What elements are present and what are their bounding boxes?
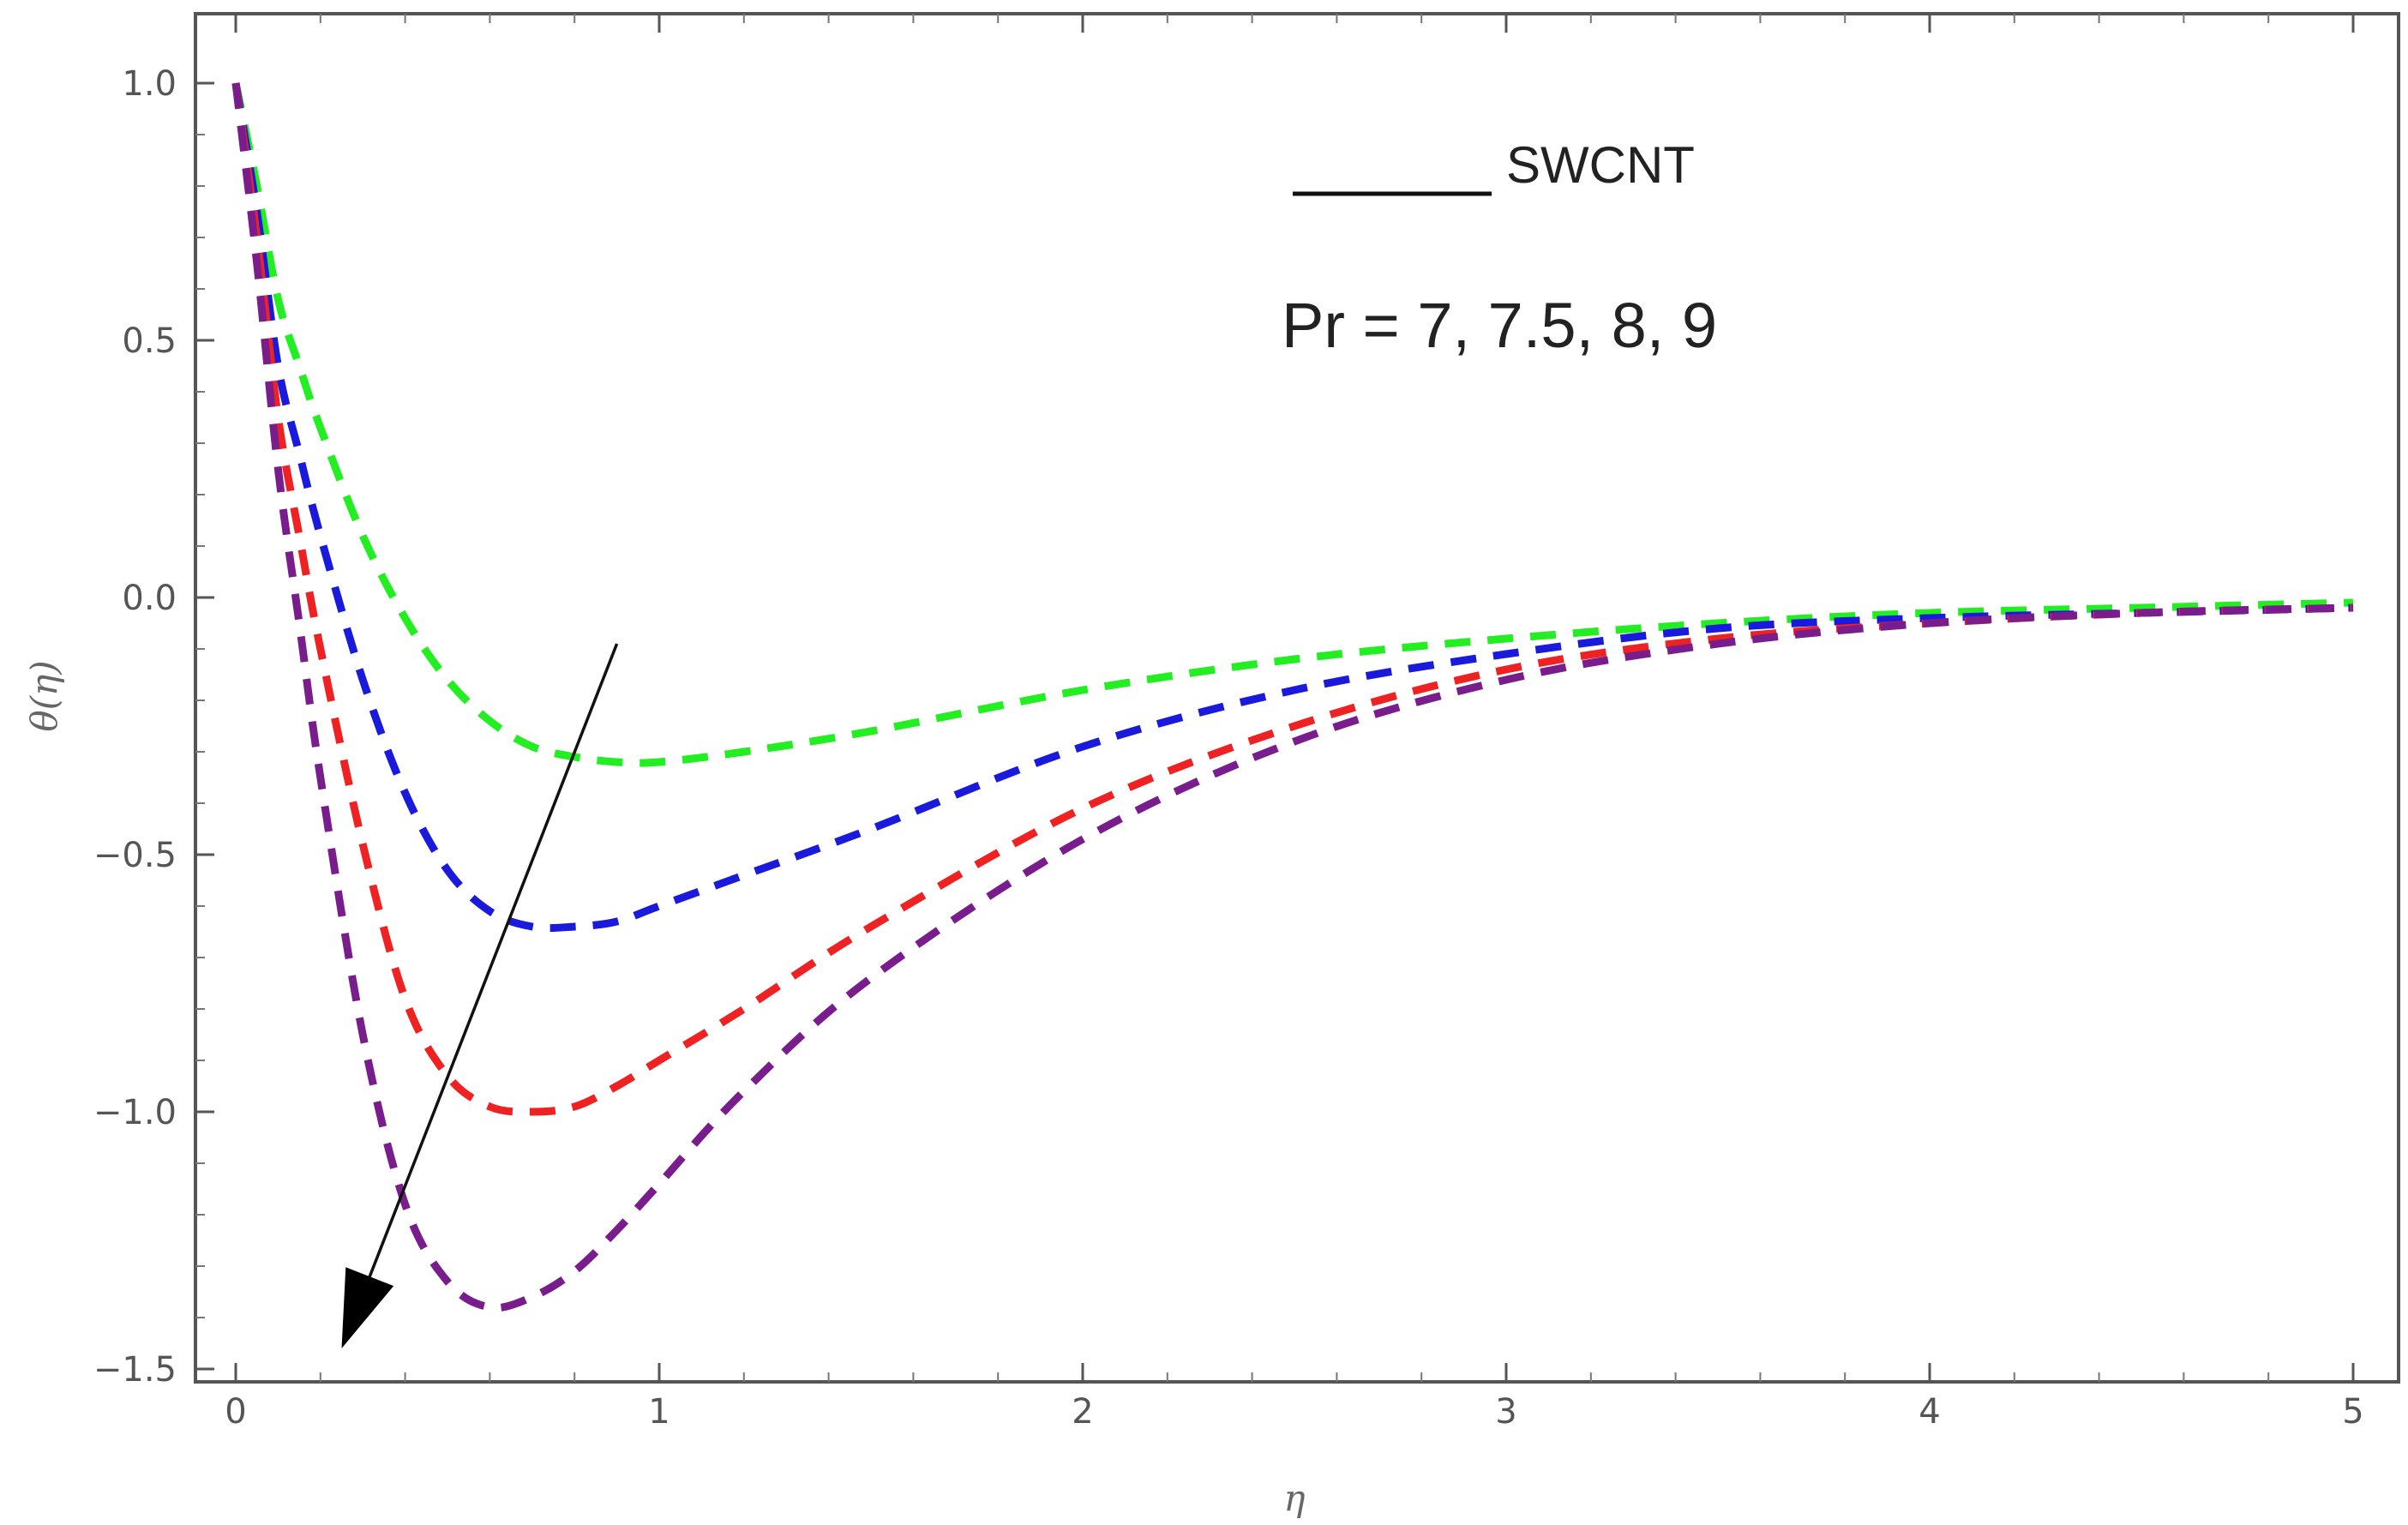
y-tick-label: 1.0: [122, 64, 177, 104]
y-tick-label: −1.0: [93, 1093, 177, 1132]
x-tick-label: 2: [1072, 1392, 1093, 1432]
series-group: [231, 82, 2354, 1312]
trend-arrow-head: [341, 1267, 394, 1348]
plot-frame: [194, 12, 2400, 1384]
series-line-2: [231, 82, 2354, 933]
axis-tick-labels: 0 1 2 3 4 5 1.0 0.5 0.0 −0.5 −1.0 −1.5: [93, 64, 2364, 1432]
y-tick-label: 0.0: [122, 579, 177, 618]
x-tick-label: 3: [1495, 1392, 1516, 1432]
x-tick-label: 5: [2342, 1392, 2363, 1432]
parameter-annotation: Pr = 7, 7.5, 8, 9: [1282, 290, 1717, 361]
y-tick-label: −0.5: [93, 836, 177, 875]
legend-label: SWCNT: [1506, 136, 1695, 194]
y-tick-label: −1.5: [93, 1350, 177, 1390]
trend-arrow-shaft: [364, 643, 619, 1286]
x-tick-label: 0: [225, 1392, 246, 1432]
y-axis-title: θ(η): [23, 660, 65, 731]
trend-arrow: [341, 643, 619, 1348]
y-tick-label: 0.5: [122, 321, 177, 361]
x-tick-label: 1: [648, 1392, 670, 1432]
series-line-4: [231, 82, 2354, 1312]
series-line-3: [231, 82, 2354, 1116]
legend: SWCNT: [1293, 136, 1695, 196]
axis-ticks: [195, 14, 2355, 1382]
x-axis-title: η: [1283, 1477, 1305, 1519]
x-tick-label: 4: [1919, 1392, 1940, 1432]
series-line-1: [231, 82, 2354, 767]
